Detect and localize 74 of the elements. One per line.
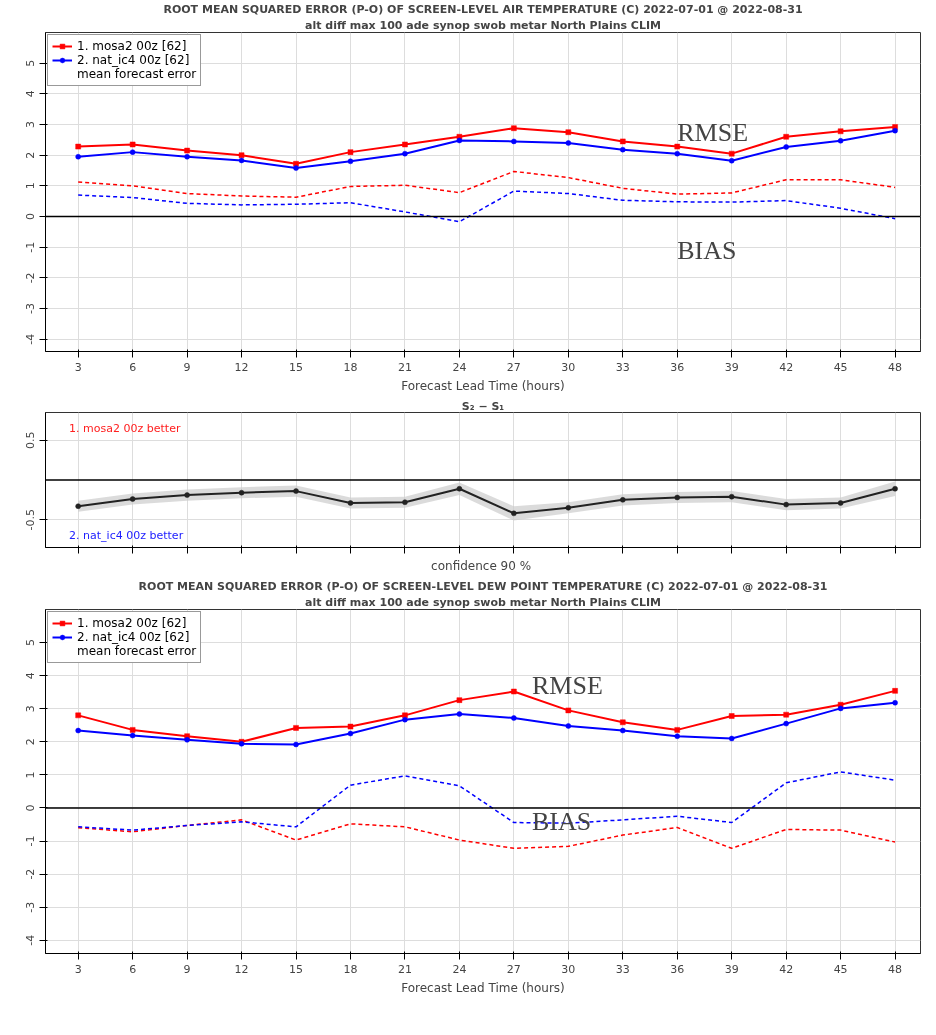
legend-label: 2. nat_ic4 00z [62] (77, 630, 190, 644)
x-tick-label: 36 (670, 360, 685, 374)
annotation: BIAS (532, 806, 592, 836)
y-tick-label: 1 (24, 771, 38, 779)
y-tick-label: -2 (24, 272, 38, 284)
legend-label: 2. nat_ic4 00z [62] (77, 53, 190, 67)
y-tick-label: 1 (24, 182, 38, 190)
y-tick-label: -3 (24, 303, 38, 315)
chart-title: ROOT MEAN SQUARED ERROR (P-O) OF SCREEN-LEVEL AIR TEMPERATURE (C) 2022-07-01 @ 2022-08-31 (163, 2, 803, 16)
y-tick-label: -4 (24, 333, 38, 345)
chart-title: ROOT MEAN SQUARED ERROR (P-O) OF SCREEN-LEVEL DEW POINT TEMPERATURE (C) 2022-07-01 @ 2022-08-31 (138, 579, 828, 593)
y-tick-label: 2 (24, 738, 38, 746)
x-tick-label: 39 (724, 962, 739, 976)
x-tick-label: 27 (506, 962, 521, 976)
annotation: 1. mosa2 00z better (69, 421, 181, 435)
legend-label: 1. mosa2 00z [62] (77, 616, 187, 630)
x-tick-label: 18 (343, 962, 358, 976)
annotation: mean forecast error (77, 644, 197, 658)
y-tick-label: 5 (24, 639, 38, 647)
x-tick-label: 6 (129, 962, 137, 976)
x-tick-label: 48 (888, 962, 903, 976)
y-tick-label: 5 (24, 59, 38, 67)
legend-label: 1. mosa2 00z [62] (77, 39, 187, 53)
x-tick-label: 30 (561, 360, 576, 374)
y-tick-label: 3 (24, 121, 38, 129)
y-tick-label: 4 (24, 672, 38, 680)
x-tick-label: 30 (561, 962, 576, 976)
x-tick-label: 45 (833, 360, 848, 374)
y-tick-label: 0 (24, 804, 38, 812)
y-tick-label: 2 (24, 151, 38, 159)
y-tick-label: -1 (24, 241, 38, 253)
y-tick-label: -2 (24, 868, 38, 880)
annotation: mean forecast error (77, 67, 197, 81)
x-axis-title: confidence 90 % (431, 558, 532, 573)
x-tick-label: 18 (343, 360, 358, 374)
x-tick-label: 33 (615, 360, 630, 374)
x-axis-title: Forecast Lead Time (hours) (401, 378, 565, 393)
y-tick-label: -0.5 (24, 508, 38, 531)
x-tick-label: 24 (452, 360, 467, 374)
y-tick-label: 0.5 (24, 431, 38, 450)
x-axis-title: Forecast Lead Time (hours) (401, 980, 565, 995)
chart-title: S₂ − S₁ (461, 399, 505, 413)
x-tick-label: 3 (74, 360, 82, 374)
x-tick-label: 24 (452, 962, 467, 976)
x-tick-label: 27 (506, 360, 521, 374)
x-tick-label: 42 (779, 962, 794, 976)
chart-subtitle: alt diff max 100 ade synop swob metar North Plains CLIM (305, 18, 661, 32)
x-tick-label: 12 (234, 962, 249, 976)
y-tick-label: -4 (24, 934, 38, 946)
x-tick-label: 6 (129, 360, 137, 374)
annotation: RMSE (677, 117, 749, 147)
x-tick-label: 48 (888, 360, 903, 374)
x-tick-label: 21 (397, 962, 412, 976)
x-tick-label: 39 (724, 360, 739, 374)
x-tick-label: 42 (779, 360, 794, 374)
annotation: RMSE (532, 671, 603, 701)
y-tick-label: 4 (24, 90, 38, 98)
annotation: 2. nat_ic4 00z better (69, 529, 184, 543)
y-tick-label: 3 (24, 705, 38, 713)
x-tick-label: 9 (183, 962, 191, 976)
y-tick-label: 0 (24, 213, 38, 221)
x-tick-label: 33 (615, 962, 630, 976)
x-tick-label: 9 (183, 360, 191, 374)
y-tick-label: -1 (24, 835, 38, 847)
chart-subtitle: alt diff max 100 ade synop swob metar North Plains CLIM (305, 595, 661, 609)
x-tick-label: 15 (289, 360, 304, 374)
annotation: BIAS (677, 235, 737, 265)
x-tick-label: 15 (289, 962, 304, 976)
x-tick-label: 12 (234, 360, 249, 374)
y-tick-label: -3 (24, 901, 38, 913)
x-tick-label: 45 (833, 962, 848, 976)
x-tick-label: 36 (670, 962, 685, 976)
x-tick-label: 3 (74, 962, 82, 976)
x-tick-label: 21 (397, 360, 412, 374)
